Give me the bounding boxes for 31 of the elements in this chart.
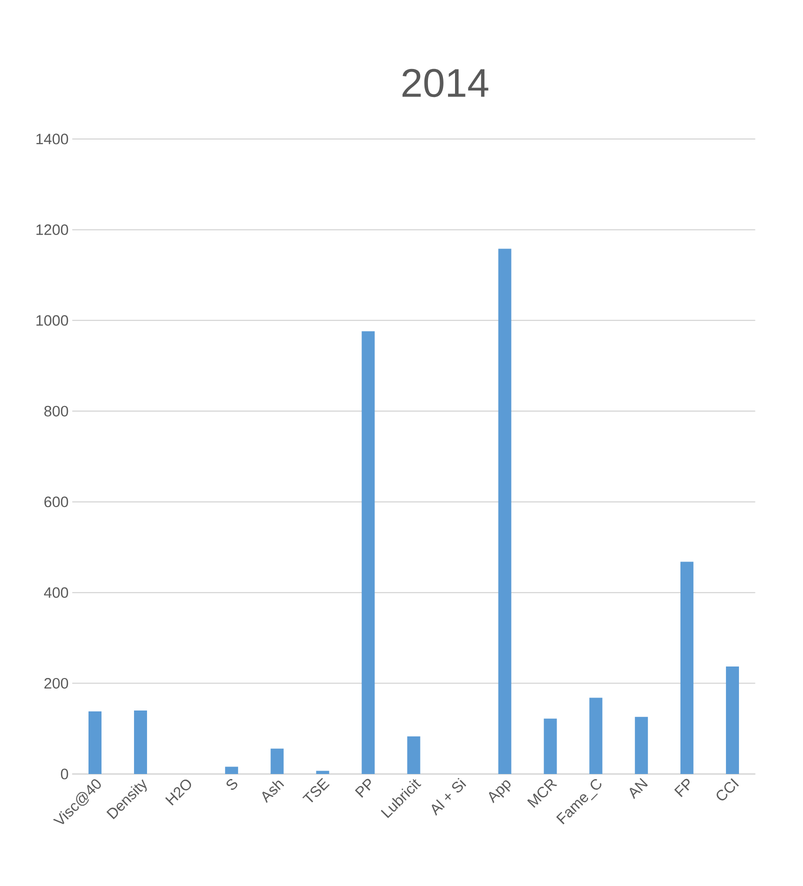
y-tick-label: 1200 — [36, 224, 68, 236]
bar — [134, 710, 148, 774]
y-tick-label: 1400 — [36, 134, 68, 144]
x-tick-label: TSE — [302, 778, 330, 802]
x-tick-label: App — [488, 780, 511, 804]
y-tick-label: 200 — [44, 678, 68, 689]
y-tick-label: 0 — [60, 768, 68, 780]
bar — [589, 698, 602, 774]
bar — [316, 770, 330, 774]
y-tick-label: 400 — [44, 587, 68, 598]
bar — [498, 248, 512, 774]
y-tick-label: 1000 — [36, 315, 68, 326]
bar — [634, 716, 648, 774]
x-tick-label: Ash — [262, 780, 284, 804]
y-tick-label: 600 — [44, 496, 68, 508]
x-tick-label: CCI — [716, 778, 739, 800]
bar — [726, 666, 739, 774]
x-tick-label: Al + Si — [432, 778, 466, 816]
bar — [680, 562, 694, 774]
bar — [270, 748, 284, 774]
bar — [88, 711, 102, 774]
x-tick-label: FP — [674, 778, 690, 798]
bar — [407, 736, 420, 774]
x-tick-label: AN — [630, 778, 648, 800]
y-tick-label: 800 — [44, 406, 68, 416]
x-tick-label: S — [226, 778, 238, 790]
bar — [225, 766, 238, 774]
bar — [544, 718, 557, 774]
x-tick-label: PP — [354, 778, 371, 798]
bar — [362, 331, 375, 774]
chart-title: 2014 — [402, 68, 488, 98]
